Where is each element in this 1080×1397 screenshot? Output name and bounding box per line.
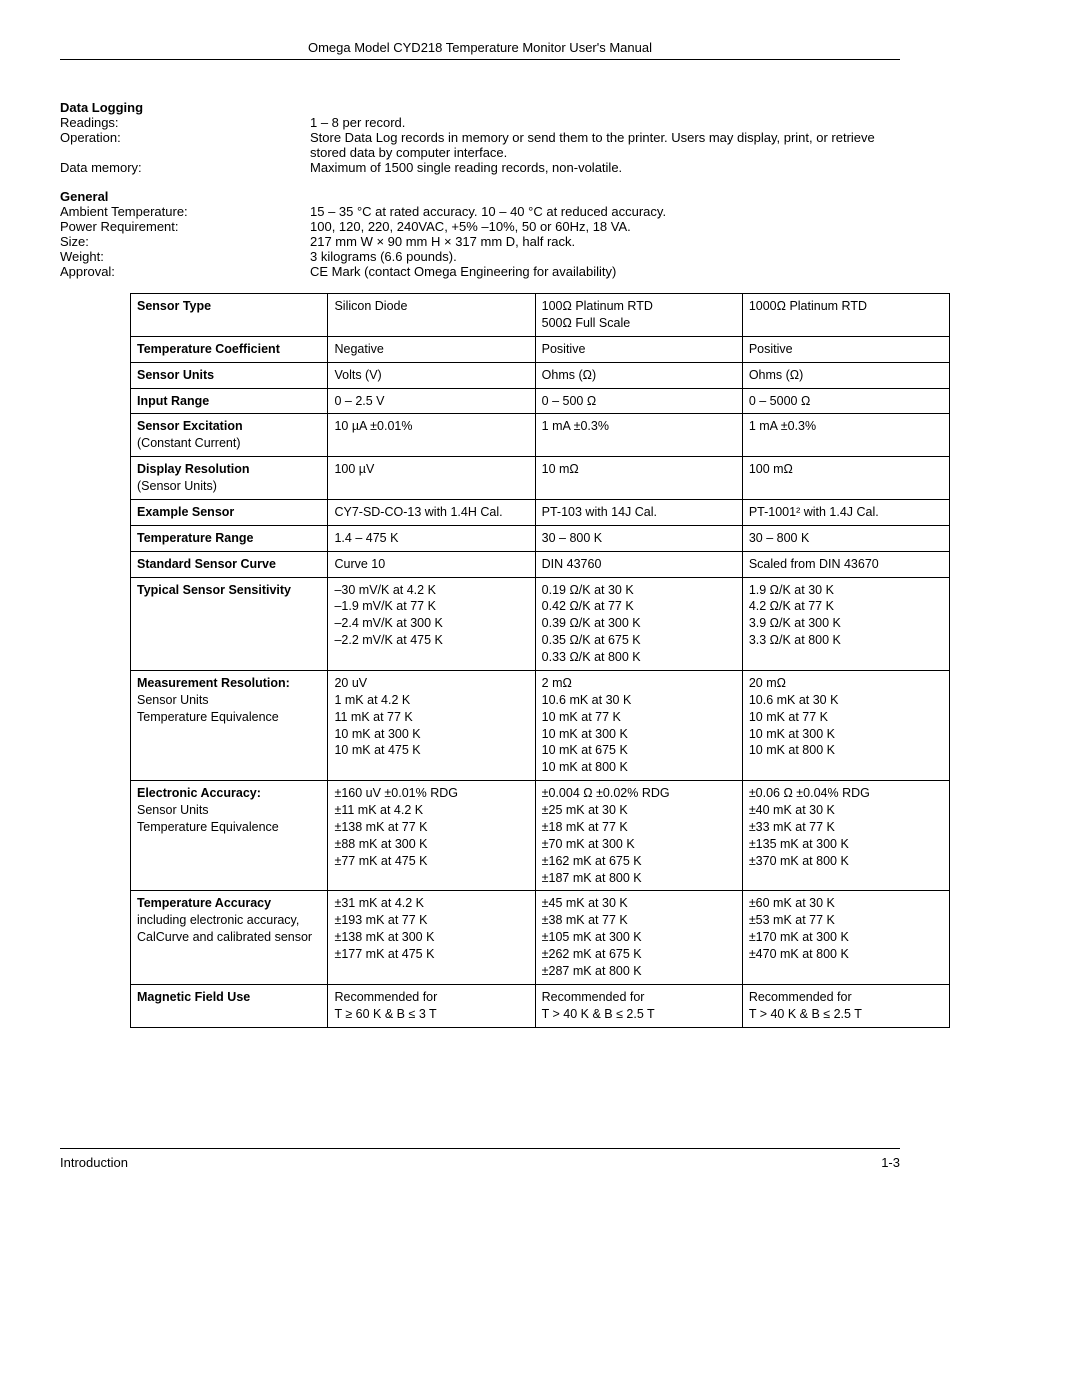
cell: Recommended forT > 40 K & B ≤ 2.5 T: [535, 984, 742, 1027]
ambient-value: 15 – 35 °C at rated accuracy. 10 – 40 °C…: [310, 204, 900, 219]
cell: 0 – 5000 Ω: [742, 388, 949, 414]
table-row: Measurement Resolution: Sensor Units Tem…: [131, 670, 950, 780]
page-header-title: Omega Model CYD218 Temperature Monitor U…: [60, 40, 900, 60]
general-heading: General: [60, 189, 900, 204]
row-std-curve-head: Standard Sensor Curve: [131, 551, 328, 577]
cell: Positive: [742, 336, 949, 362]
sensor-spec-table: Sensor Type Silicon Diode 100Ω Platinum …: [130, 293, 950, 1028]
cell: Recommended forT ≥ 60 K & B ≤ 3 T: [328, 984, 535, 1027]
table-row: Standard Sensor Curve Curve 10 DIN 43760…: [131, 551, 950, 577]
row-sensor-type-head: Sensor Type: [131, 294, 328, 337]
operation-value: Store Data Log records in memory or send…: [310, 130, 900, 160]
table-row: Magnetic Field Use Recommended forT ≥ 60…: [131, 984, 950, 1027]
cell: 20 mΩ10.6 mK at 30 K10 mK at 77 K10 mK a…: [742, 670, 949, 780]
page-footer: Introduction 1-3: [60, 1148, 900, 1170]
cell: Recommended forT > 40 K & B ≤ 2.5 T: [742, 984, 949, 1027]
cell: PT-1001² with 1.4J Cal.: [742, 499, 949, 525]
cell: 1000Ω Platinum RTD: [742, 294, 949, 337]
row-temp-acc-head: Temperature Accuracy including electroni…: [131, 891, 328, 984]
cell: 2 mΩ10.6 mK at 30 K10 mK at 77 K10 mK at…: [535, 670, 742, 780]
cell: 30 – 800 K: [535, 525, 742, 551]
cell: 0 – 2.5 V: [328, 388, 535, 414]
cell: DIN 43760: [535, 551, 742, 577]
row-elec-acc-head: Electronic Accuracy: Sensor Units Temper…: [131, 781, 328, 891]
cell: ±0.06 Ω ±0.04% RDG±40 mK at 30 K±33 mK a…: [742, 781, 949, 891]
cell: 0.19 Ω/K at 30 K0.42 Ω/K at 77 K0.39 Ω/K…: [535, 577, 742, 670]
operation-label: Operation:: [60, 130, 310, 160]
cell: ±45 mK at 30 K±38 mK at 77 K±105 mK at 3…: [535, 891, 742, 984]
size-label: Size:: [60, 234, 310, 249]
row-input-range-head: Input Range: [131, 388, 328, 414]
cell: Positive: [535, 336, 742, 362]
cell: 10 mΩ: [535, 457, 742, 500]
cell: –30 mV/K at 4.2 K–1.9 mV/K at 77 K–2.4 m…: [328, 577, 535, 670]
table-row: Display Resolution(Sensor Units) 100 µV …: [131, 457, 950, 500]
cell: ±0.004 Ω ±0.02% RDG±25 mK at 30 K±18 mK …: [535, 781, 742, 891]
approval-value: CE Mark (contact Omega Engineering for a…: [310, 264, 900, 279]
footer-right: 1-3: [881, 1155, 900, 1170]
table-row: Electronic Accuracy: Sensor Units Temper…: [131, 781, 950, 891]
cell: Scaled from DIN 43670: [742, 551, 949, 577]
cell: 1.4 – 475 K: [328, 525, 535, 551]
datamem-label: Data memory:: [60, 160, 310, 175]
row-magfield-head: Magnetic Field Use: [131, 984, 328, 1027]
cell: Silicon Diode: [328, 294, 535, 337]
cell: 0 – 500 Ω: [535, 388, 742, 414]
general-section: General Ambient Temperature: 15 – 35 °C …: [60, 189, 900, 279]
table-row: Temperature Coefficient Negative Positiv…: [131, 336, 950, 362]
row-meas-res-head: Measurement Resolution: Sensor Units Tem…: [131, 670, 328, 780]
cell: ±31 mK at 4.2 K±193 mK at 77 K±138 mK at…: [328, 891, 535, 984]
cell: 1 mA ±0.3%: [535, 414, 742, 457]
row-example-head: Example Sensor: [131, 499, 328, 525]
row-temp-range-head: Temperature Range: [131, 525, 328, 551]
cell: Volts (V): [328, 362, 535, 388]
table-row: Input Range 0 – 2.5 V 0 – 500 Ω 0 – 5000…: [131, 388, 950, 414]
readings-label: Readings:: [60, 115, 310, 130]
row-excitation-head: Sensor Excitation(Constant Current): [131, 414, 328, 457]
weight-label: Weight:: [60, 249, 310, 264]
datamem-value: Maximum of 1500 single reading records, …: [310, 160, 900, 175]
cell: Negative: [328, 336, 535, 362]
table-row: Sensor Excitation(Constant Current) 10 µ…: [131, 414, 950, 457]
table-row: Typical Sensor Sensitivity –30 mV/K at 4…: [131, 577, 950, 670]
cell: 20 uV1 mK at 4.2 K11 mK at 77 K10 mK at …: [328, 670, 535, 780]
cell: ±60 mK at 30 K±53 mK at 77 K±170 mK at 3…: [742, 891, 949, 984]
approval-label: Approval:: [60, 264, 310, 279]
weight-value: 3 kilograms (6.6 pounds).: [310, 249, 900, 264]
readings-value: 1 – 8 per record.: [310, 115, 900, 130]
cell: 100 mΩ: [742, 457, 949, 500]
cell: 30 – 800 K: [742, 525, 949, 551]
table-row: Sensor Units Volts (V) Ohms (Ω) Ohms (Ω): [131, 362, 950, 388]
cell: Curve 10: [328, 551, 535, 577]
cell: ±160 uV ±0.01% RDG±11 mK at 4.2 K±138 mK…: [328, 781, 535, 891]
cell: 100 µV: [328, 457, 535, 500]
row-sensor-units-head: Sensor Units: [131, 362, 328, 388]
cell: 1.9 Ω/K at 30 K4.2 Ω/K at 77 K3.9 Ω/K at…: [742, 577, 949, 670]
cell: 100Ω Platinum RTD500Ω Full Scale: [535, 294, 742, 337]
row-temp-coeff-head: Temperature Coefficient: [131, 336, 328, 362]
cell: 10 µA ±0.01%: [328, 414, 535, 457]
cell: PT-103 with 14J Cal.: [535, 499, 742, 525]
table-row: Sensor Type Silicon Diode 100Ω Platinum …: [131, 294, 950, 337]
cell: Ohms (Ω): [742, 362, 949, 388]
table-row: Example Sensor CY7-SD-CO-13 with 1.4H Ca…: [131, 499, 950, 525]
row-disp-res-head: Display Resolution(Sensor Units): [131, 457, 328, 500]
cell: 1 mA ±0.3%: [742, 414, 949, 457]
power-value: 100, 120, 220, 240VAC, +5% –10%, 50 or 6…: [310, 219, 900, 234]
cell: Ohms (Ω): [535, 362, 742, 388]
footer-left: Introduction: [60, 1155, 128, 1170]
ambient-label: Ambient Temperature:: [60, 204, 310, 219]
row-sensitivity-head: Typical Sensor Sensitivity: [131, 577, 328, 670]
table-row: Temperature Range 1.4 – 475 K 30 – 800 K…: [131, 525, 950, 551]
size-value: 217 mm W × 90 mm H × 317 mm D, half rack…: [310, 234, 900, 249]
table-row: Temperature Accuracy including electroni…: [131, 891, 950, 984]
data-logging-section: Data Logging Readings: 1 – 8 per record.…: [60, 100, 900, 175]
cell: CY7-SD-CO-13 with 1.4H Cal.: [328, 499, 535, 525]
data-logging-heading: Data Logging: [60, 100, 900, 115]
power-label: Power Requirement:: [60, 219, 310, 234]
